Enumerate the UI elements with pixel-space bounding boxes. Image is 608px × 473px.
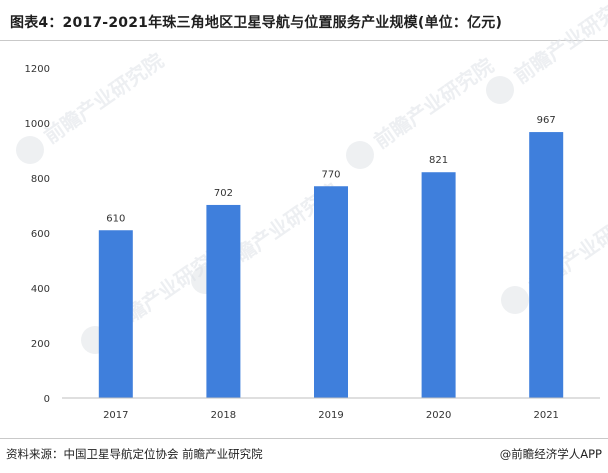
watermark-icon bbox=[346, 141, 374, 169]
watermark-logo: 前瞻产业研究院 bbox=[346, 53, 498, 169]
bar-series: 610 702 770 821 967 bbox=[98, 115, 564, 398]
credit-note: @前瞻经济学人APP bbox=[499, 447, 602, 461]
watermark-icon bbox=[501, 286, 529, 314]
data-label-2021: 967 bbox=[537, 115, 556, 126]
x-tick-label-2017: 2017 bbox=[103, 410, 128, 421]
footer-divider bbox=[0, 438, 608, 439]
watermark-text: 前瞻产业研究院 bbox=[370, 53, 498, 153]
title-divider bbox=[0, 40, 608, 41]
bar-2018 bbox=[206, 204, 241, 398]
x-tick-label-2018: 2018 bbox=[211, 410, 236, 421]
y-tick-label: 1000 bbox=[25, 119, 50, 130]
watermark-text: 前瞻产业研究院 bbox=[510, 0, 608, 88]
x-tick-label-2019: 2019 bbox=[318, 410, 343, 421]
data-label-2020: 821 bbox=[429, 155, 448, 166]
data-label-2018: 702 bbox=[214, 188, 233, 199]
x-tick-label-2020: 2020 bbox=[426, 410, 451, 421]
bar-2017 bbox=[98, 230, 133, 398]
watermark-text: 前瞻产业研究院 bbox=[40, 48, 168, 148]
x-tick-label-2021: 2021 bbox=[533, 410, 558, 421]
y-tick-label: 600 bbox=[31, 229, 50, 240]
bar-chart: 前瞻产业研究院前瞻产业研究院前瞻产业研究院前瞻产业研究院前瞻产业研究院前瞻产业研… bbox=[16, 0, 608, 421]
source-note: 资料来源：中国卫星导航定位协会 前瞻产业研究院 bbox=[6, 447, 263, 461]
bar-2019 bbox=[314, 186, 348, 398]
y-tick-label: 200 bbox=[31, 339, 50, 350]
y-axis: 0 200 400 600 800 1000 1200 bbox=[25, 64, 50, 405]
bar-2021 bbox=[529, 132, 564, 398]
y-tick-label: 0 bbox=[44, 394, 50, 405]
watermark-icon bbox=[16, 136, 44, 164]
x-axis: 2017 2018 2019 2020 2021 bbox=[62, 397, 600, 421]
y-tick-label: 800 bbox=[31, 174, 50, 185]
data-label-2017: 610 bbox=[106, 213, 125, 224]
watermark-logo: 前瞻产业研究院 bbox=[486, 0, 608, 104]
chart-title: 图表4：2017-2021年珠三角地区卫星导航与位置服务产业规模(单位：亿元) bbox=[10, 15, 503, 31]
data-label-2019: 770 bbox=[321, 169, 340, 180]
y-tick-label: 1200 bbox=[25, 64, 50, 75]
watermark-icon bbox=[486, 76, 514, 104]
bar-2020 bbox=[421, 172, 456, 398]
y-tick-label: 400 bbox=[31, 284, 50, 295]
